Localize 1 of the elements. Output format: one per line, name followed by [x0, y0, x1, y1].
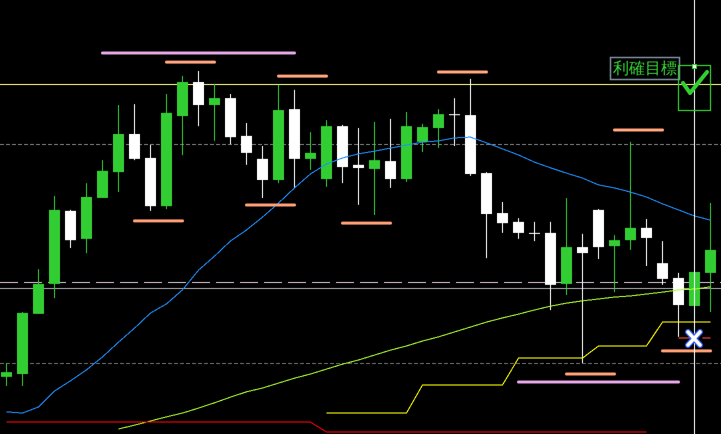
ref-line-label: 利確目標 — [613, 58, 677, 78]
